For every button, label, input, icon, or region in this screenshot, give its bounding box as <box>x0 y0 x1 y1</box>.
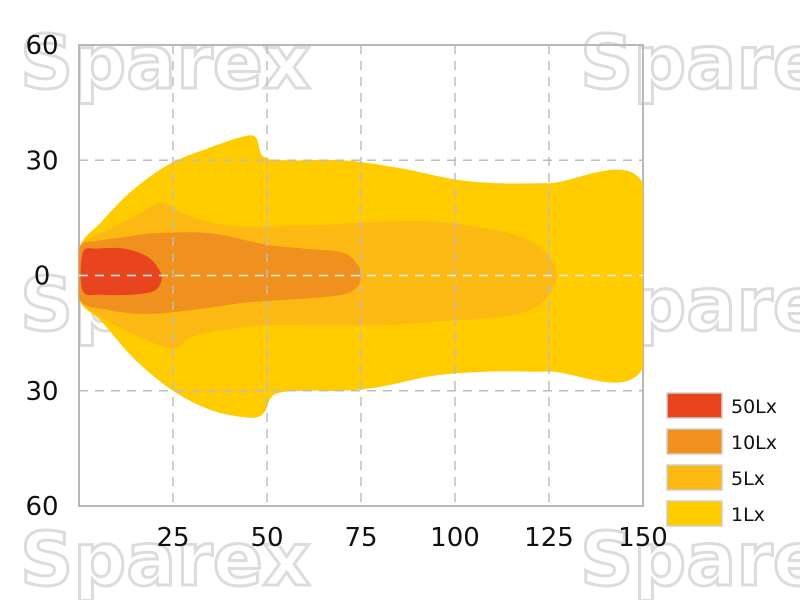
x-tick-label: 25 <box>156 523 189 553</box>
grid-lines <box>79 45 643 506</box>
x-tick-labels: 25 50 75 100 125 150 <box>156 523 667 553</box>
legend-label-5lx: 5Lx <box>731 468 765 490</box>
x-tick-label: 150 <box>618 523 668 553</box>
legend-label-10lx: 10Lx <box>731 432 777 454</box>
watermark-text: Sparex <box>580 20 800 106</box>
legend-label-50lx: 50Lx <box>731 396 777 418</box>
x-tick-label: 75 <box>344 523 377 553</box>
y-tick-labels: 60 30 0 30 60 <box>25 31 58 522</box>
legend-swatch-1lx <box>666 500 723 527</box>
y-tick-label: 0 <box>34 262 51 292</box>
watermark-text: Sparex <box>20 517 311 600</box>
beam-areas <box>79 135 643 418</box>
legend-label-1lx: 1Lx <box>731 504 765 526</box>
y-tick-label: 60 <box>25 31 58 61</box>
x-tick-label: 125 <box>524 523 574 553</box>
beam-area-10lx <box>79 232 361 314</box>
legend-swatch-5lx <box>666 464 723 491</box>
watermark-text: Sparex <box>580 517 800 600</box>
beam-area-50lx <box>80 247 162 296</box>
y-tick-label: 60 <box>25 492 58 522</box>
x-tick-label: 100 <box>430 523 480 553</box>
y-tick-label: 30 <box>25 377 58 407</box>
legend-swatch-10lx <box>666 428 723 455</box>
legend-swatch-50lx <box>666 392 723 419</box>
watermark-text: Sparex <box>20 20 311 106</box>
x-tick-label: 50 <box>250 523 283 553</box>
y-tick-label: 30 <box>25 146 58 176</box>
legend: 50Lx 10Lx 5Lx 1Lx <box>666 392 777 527</box>
